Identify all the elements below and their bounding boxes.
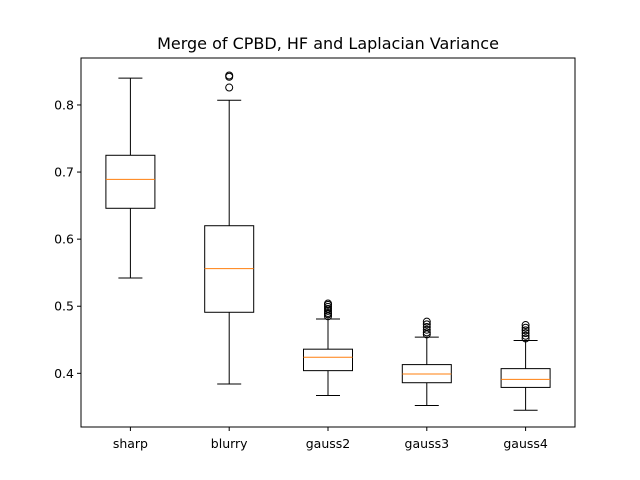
- outlier-point: [521, 331, 530, 340]
- outlier-point: [521, 321, 530, 330]
- outlier-point: [422, 328, 431, 337]
- outlier-point: [324, 304, 332, 313]
- y-tick-label: 0.5: [54, 299, 74, 314]
- x-tick-label: blurry: [211, 436, 248, 451]
- box-gauss2: [303, 348, 353, 372]
- x-tick-label: gauss2: [306, 436, 351, 451]
- x-tick-label: gauss4: [503, 436, 548, 451]
- y-tick-label: 0.4: [54, 366, 74, 381]
- outlier-point: [521, 326, 530, 335]
- outlier-point: [422, 325, 431, 334]
- outlier-point: [422, 323, 431, 332]
- outlier-point: [225, 71, 234, 80]
- chart-title: Merge of CPBD, HF and Laplacian Variance: [157, 34, 499, 53]
- outlier-point: [324, 299, 332, 308]
- outlier-point: [324, 308, 332, 317]
- y-tick-label: 0.8: [54, 97, 74, 112]
- y-tick-label: 0.6: [54, 232, 74, 247]
- outlier-point: [521, 329, 530, 338]
- outlier-point: [225, 83, 234, 92]
- box-gauss4: [500, 368, 551, 388]
- outlier-point: [422, 320, 431, 329]
- x-tick-label: sharp: [113, 436, 148, 451]
- box-sharp: [105, 154, 156, 209]
- outlier-point: [324, 302, 332, 311]
- x-tick-label: gauss3: [405, 436, 450, 451]
- axes-frame: [80, 57, 576, 428]
- outlier-point: [521, 323, 530, 332]
- outlier-point: [521, 334, 530, 343]
- y-tick-label: 0.7: [54, 165, 74, 180]
- outlier-point: [422, 317, 431, 326]
- plot-area: 0.4 0.5 0.6 0.7 0.8 sharp blurry gauss2 gauss3 ga…: [54, 71, 551, 451]
